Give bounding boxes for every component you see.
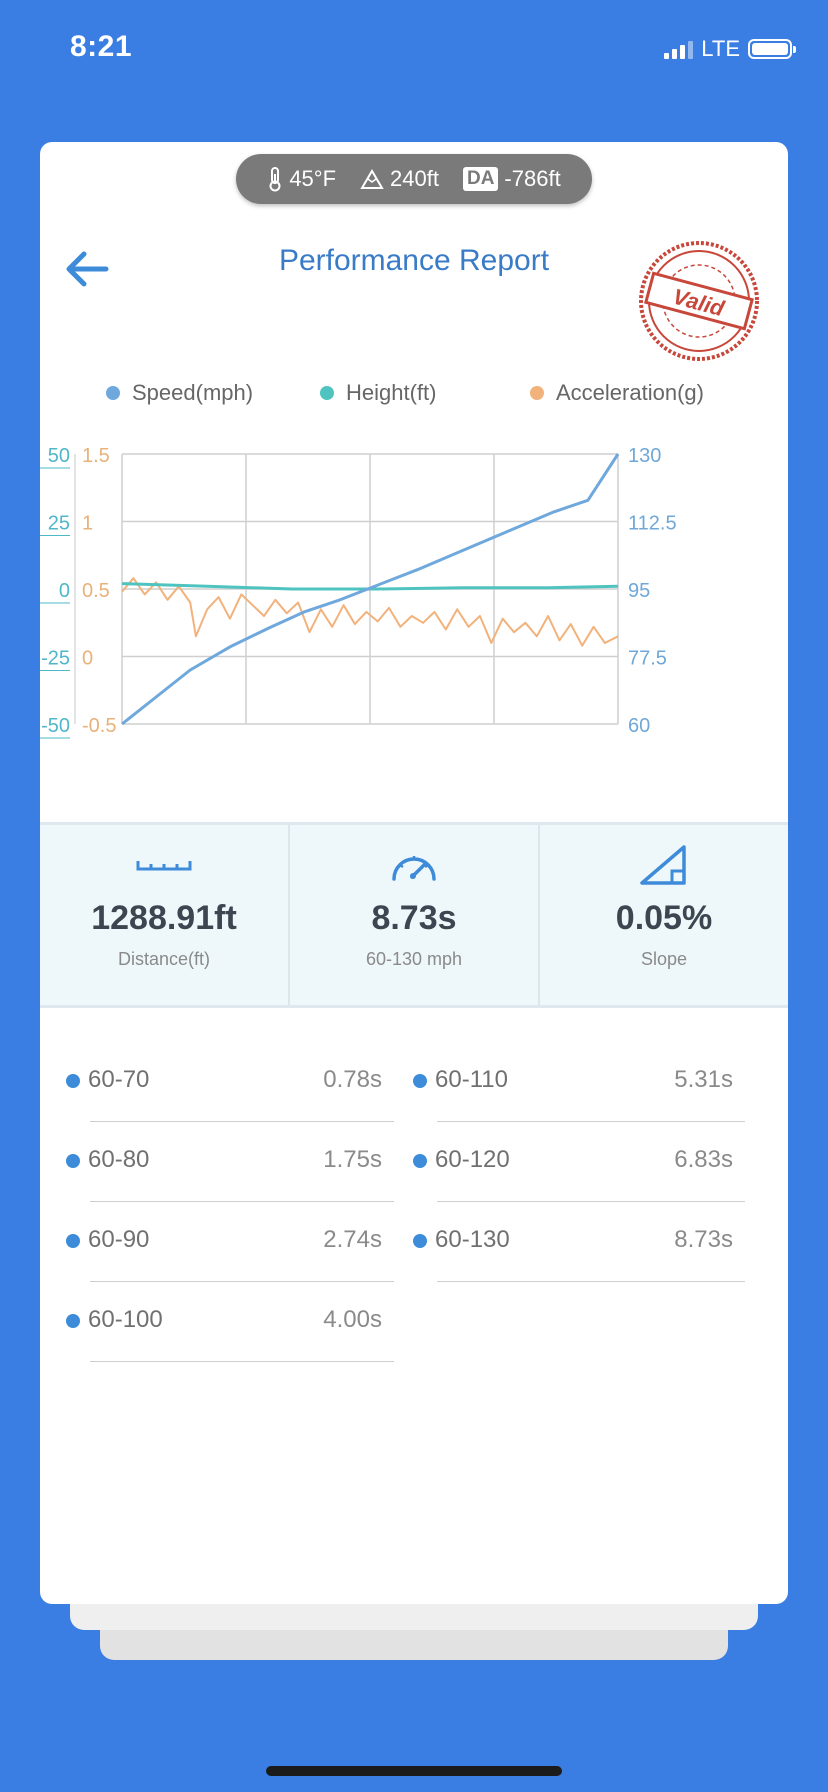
- height-tick-label: 50: [48, 445, 70, 467]
- legend-dot: [530, 386, 544, 400]
- speed-tick-label: 60: [628, 715, 650, 737]
- accel-tick-label: 1: [82, 513, 93, 535]
- split-time: 2.74s: [323, 1226, 382, 1253]
- stat-label: Distance(ft): [117, 949, 211, 969]
- status-indicators: LTE: [664, 36, 796, 62]
- bullet-dot: [413, 1154, 427, 1168]
- speedometer-icon: [392, 856, 436, 881]
- split-item: 60-70 0.78s: [62, 1042, 394, 1122]
- split-item: 60-100 4.00s: [62, 1282, 394, 1362]
- legend-label: Acceleration(g): [556, 380, 704, 405]
- legend-label: Speed(mph): [132, 380, 254, 405]
- divider: [437, 1121, 745, 1122]
- density-altitude-value: -786ft: [504, 166, 561, 191]
- speed-tick-label: 95: [628, 580, 650, 602]
- split-time: 1.75s: [323, 1146, 382, 1173]
- speed-tick-label: 112.5: [628, 513, 677, 535]
- stat-label: 60-130 mph: [365, 949, 463, 969]
- speed-tick-label: 130: [628, 445, 661, 467]
- bullet-dot: [66, 1314, 80, 1328]
- stat-time: 8.73s 60-130 mph: [290, 825, 540, 1005]
- page-title: Performance Report: [278, 244, 550, 277]
- split-label: 60-80: [88, 1146, 150, 1173]
- split-item: 60-130 8.73s: [409, 1202, 745, 1282]
- report-card: 45°F 240ft DA -786ft Performance Report …: [40, 142, 788, 1604]
- home-indicator: [266, 1766, 562, 1776]
- divider: [90, 1121, 394, 1122]
- legend-acceleration: Acceleration(g): [530, 380, 704, 406]
- weather-pill: 45°F 240ft DA -786ft: [236, 154, 592, 204]
- divider: [90, 1361, 394, 1362]
- legend-height: Height(ft): [320, 380, 436, 406]
- bullet-dot: [66, 1074, 80, 1088]
- stat-value: 1288.91ft: [91, 899, 237, 937]
- split-item: 60-90 2.74s: [62, 1202, 394, 1282]
- accel-tick-label: 0: [82, 648, 93, 670]
- stat-distance: 1288.91ft Distance(ft): [40, 825, 290, 1005]
- series-line-height-ft-: [121, 582, 619, 591]
- da-badge: DA: [462, 167, 499, 191]
- slope-icon: [640, 845, 686, 885]
- split-label: 60-110: [435, 1066, 508, 1093]
- split-time: 6.83s: [674, 1146, 733, 1173]
- valid-stamp-icon: Valid: [639, 241, 759, 361]
- series-line-speed-mph-: [121, 453, 620, 726]
- split-item: 60-80 1.75s: [62, 1122, 394, 1202]
- performance-chart: 50 25 0 -25 -50 1.5 1 0.5 0 -0.5 130 112.5 95 77.5 60: [40, 445, 677, 739]
- back-arrow-icon[interactable]: [60, 242, 114, 296]
- divider: [437, 1281, 745, 1282]
- split-label: 60-70: [88, 1066, 150, 1093]
- split-time: 8.73s: [674, 1226, 733, 1253]
- accel-tick-label: -0.5: [82, 715, 116, 737]
- stat-value: 0.05%: [615, 899, 713, 937]
- legend-speed: Speed(mph): [106, 380, 253, 406]
- series-line-acceleration-g-: [121, 577, 619, 647]
- split-time: 0.78s: [323, 1066, 382, 1093]
- mountain-icon: [360, 169, 384, 189]
- height-tick-label: 25: [48, 513, 70, 535]
- bullet-dot: [413, 1074, 427, 1088]
- height-tick-label: 0: [59, 580, 70, 602]
- bullet-dot: [66, 1234, 80, 1248]
- accel-tick-label: 1.5: [82, 445, 110, 467]
- temperature-value: 45°F: [289, 166, 337, 191]
- thermometer-icon: [269, 167, 281, 192]
- split-label: 60-130: [435, 1226, 510, 1253]
- legend-dot: [320, 386, 334, 400]
- bullet-dot: [413, 1234, 427, 1248]
- split-time: 5.31s: [674, 1066, 733, 1093]
- divider: [90, 1201, 394, 1202]
- split-label: 60-90: [88, 1226, 150, 1253]
- speed-tick-label: 77.5: [628, 648, 667, 670]
- stat-slope: 0.05% Slope: [540, 825, 788, 1005]
- stat-value: 8.73s: [371, 899, 457, 937]
- height-tick-label: -50: [41, 715, 70, 737]
- chart-legend: Speed(mph) Height(ft) Acceleration(g): [62, 380, 778, 414]
- ruler-icon: [136, 861, 192, 871]
- altitude-value: 240ft: [390, 166, 439, 191]
- height-tick-label: -25: [41, 648, 70, 670]
- signal-icon: [664, 39, 694, 59]
- split-item: 60-110 5.31s: [409, 1042, 745, 1122]
- legend-label: Height(ft): [346, 380, 437, 405]
- split-label: 60-120: [435, 1146, 510, 1173]
- split-label: 60-100: [88, 1306, 163, 1333]
- divider: [437, 1201, 745, 1202]
- battery-icon: [748, 39, 796, 59]
- network-label: LTE: [701, 36, 740, 61]
- split-time: 4.00s: [323, 1306, 382, 1333]
- stats-panel: 1288.91ft Distance(ft) 8.73s 60-130 mph …: [40, 822, 788, 1008]
- accel-tick-label: 0.5: [82, 580, 110, 602]
- split-item: 60-120 6.83s: [409, 1122, 745, 1202]
- status-time: 8:21: [70, 30, 133, 63]
- bullet-dot: [66, 1154, 80, 1168]
- legend-dot: [106, 386, 120, 400]
- divider: [90, 1281, 394, 1282]
- stat-label: Slope: [640, 949, 688, 969]
